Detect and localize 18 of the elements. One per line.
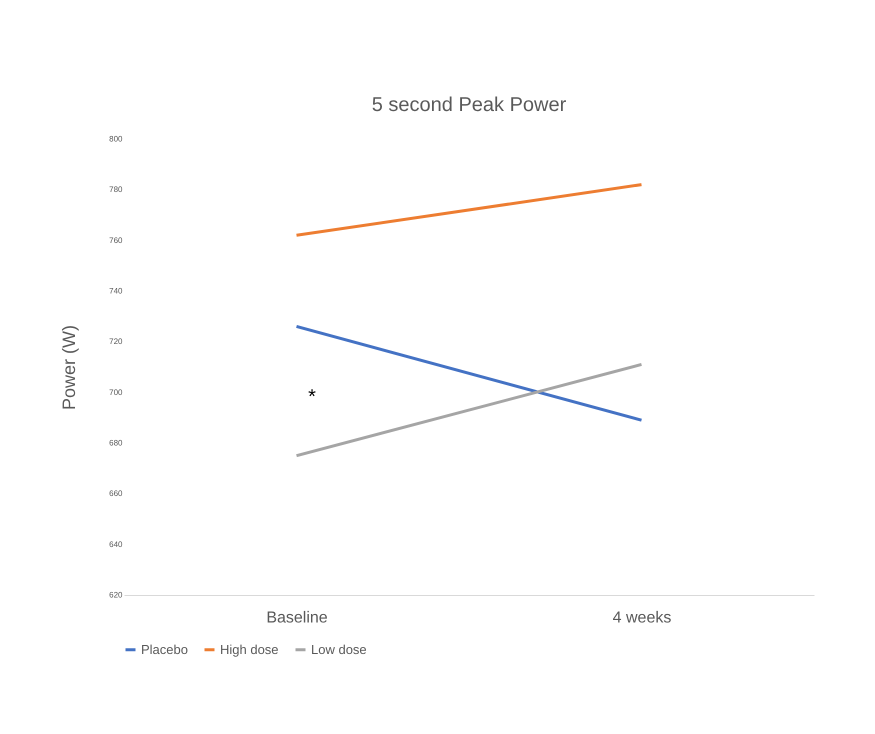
y-tick-label: 720	[109, 337, 124, 346]
y-tick-label: 640	[109, 540, 124, 549]
y-tick-label: 700	[109, 388, 124, 397]
x-tick-label: 4 weeks	[612, 610, 672, 626]
y-tick-label: 800	[109, 134, 124, 144]
y-tick-label: 780	[109, 185, 124, 194]
y-tick-label: 660	[109, 489, 124, 498]
y-tick-label: 760	[109, 236, 124, 245]
y-tick-label: 620	[109, 590, 124, 600]
y-axis-title: Power (W)	[59, 325, 80, 410]
y-tick-label: 740	[109, 286, 124, 296]
x-tick-label: Baseline	[266, 610, 328, 626]
legend-label: High dose	[220, 642, 279, 657]
legend-label: Low dose	[311, 642, 367, 657]
annotation: *	[308, 386, 316, 408]
legend-label: Placebo	[141, 642, 188, 657]
y-tick-label: 680	[109, 438, 124, 448]
chart-title: 5 second Peak Power	[372, 94, 567, 116]
